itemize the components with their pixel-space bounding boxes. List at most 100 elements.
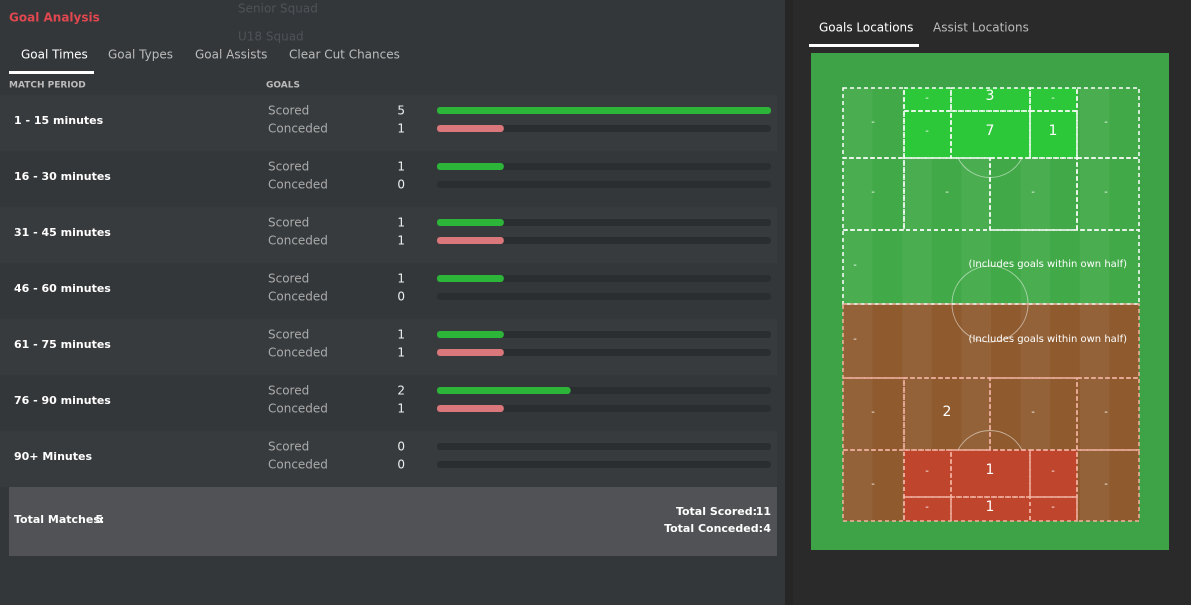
- title: Goal Analysis: [9, 11, 100, 25]
- zone-count: -: [1051, 93, 1055, 104]
- zone-border: [842, 449, 905, 522]
- zone-count: -: [925, 466, 929, 477]
- goal-count: 1: [397, 402, 405, 416]
- period-label: 1 - 15 minutes: [14, 114, 104, 127]
- bar-track: [437, 349, 771, 356]
- zone-count: -: [925, 502, 929, 513]
- zone-count: 7: [986, 123, 995, 139]
- zone-count: -: [871, 187, 875, 198]
- zone-note: (Includes goals within own half): [969, 334, 1128, 345]
- bar-track: [437, 181, 771, 188]
- total-text: 5: [95, 513, 103, 526]
- zone-count: -: [945, 187, 949, 198]
- goal-count: 0: [397, 440, 405, 454]
- zone-border: [950, 87, 1031, 112]
- zone-border: [903, 496, 952, 522]
- totals-box: [9, 486, 777, 556]
- column-header: GOALS: [266, 81, 300, 91]
- goal-count: 1: [397, 234, 405, 248]
- pitch: - - 3 - - 7 1 - - - - - - - - 2 - - - - 1 - - 1 - - (Includes goal…: [842, 87, 1140, 522]
- bar-track: [437, 219, 771, 226]
- tab[interactable]: Goal Types: [108, 48, 173, 62]
- total-text: Total Conceded:: [664, 522, 763, 535]
- zone-count: -: [871, 117, 875, 128]
- zone-border: [1076, 157, 1140, 231]
- row-label: Scored: [268, 384, 309, 398]
- zone-border: [903, 110, 952, 159]
- bar: [437, 349, 504, 356]
- row-label: Scored: [268, 272, 309, 286]
- zone-count: -: [853, 334, 857, 345]
- goal-count: 1: [397, 122, 405, 136]
- zone-count: -: [853, 260, 857, 271]
- zone-count: 3: [986, 88, 995, 104]
- zone-count: -: [871, 407, 875, 418]
- menu-item: Senior Squad: [238, 2, 318, 16]
- zone-count: -: [925, 93, 929, 104]
- total-text: Total Matches:: [14, 513, 104, 526]
- row-label: Conceded: [268, 178, 328, 192]
- bar: [437, 405, 504, 412]
- bar: [437, 107, 771, 114]
- bar-track: [437, 275, 771, 282]
- total-text: 4: [763, 522, 771, 535]
- bar: [437, 331, 504, 338]
- tab[interactable]: Clear Cut Chances: [289, 48, 400, 62]
- hot-zone: [904, 450, 1077, 521]
- period-label: 46 - 60 minutes: [14, 282, 111, 295]
- hot-zone: [904, 88, 1077, 158]
- row-label: Conceded: [268, 458, 328, 472]
- row-bg: [0, 319, 777, 375]
- goal-count: 5: [397, 104, 405, 118]
- bar: [437, 125, 504, 132]
- tab[interactable]: Goal Assists: [195, 48, 267, 62]
- bar-track: [437, 163, 771, 170]
- period-label: 90+ Minutes: [14, 450, 92, 463]
- zone-count: -: [1051, 466, 1055, 477]
- zone-note: (Includes goals within own half): [969, 259, 1128, 270]
- tab[interactable]: Assist Locations: [933, 21, 1029, 35]
- tab-underline: [809, 44, 919, 47]
- tab-underline: [9, 71, 94, 74]
- row-label: Conceded: [268, 234, 328, 248]
- row-label: Conceded: [268, 290, 328, 304]
- bar: [437, 387, 571, 394]
- bar-track: [437, 443, 771, 450]
- row-label: Scored: [268, 216, 309, 230]
- goal-count: 1: [397, 346, 405, 360]
- goal-count: 1: [397, 328, 405, 342]
- zone-border: [1076, 449, 1140, 522]
- zone-count: -: [925, 126, 929, 137]
- row-label: Scored: [268, 440, 309, 454]
- goal-count: 1: [397, 216, 405, 230]
- bar-track: [437, 405, 771, 412]
- bar: [437, 237, 504, 244]
- zone-count: -: [1104, 187, 1108, 198]
- bar-track: [437, 293, 771, 300]
- zone-count: 1: [1049, 123, 1058, 139]
- column-header: MATCH PERIOD: [9, 81, 86, 91]
- menu-item: U18 Squad: [238, 30, 304, 44]
- zone-count: -: [1104, 117, 1108, 128]
- bar-track: [437, 237, 771, 244]
- goal-count: 1: [397, 160, 405, 174]
- tab[interactable]: Goal Times: [21, 48, 88, 62]
- row-label: Conceded: [268, 122, 328, 136]
- row-label: Scored: [268, 104, 309, 118]
- zone-count: -: [1051, 502, 1055, 513]
- goal-count: 0: [397, 178, 405, 192]
- row-label: Conceded: [268, 402, 328, 416]
- d-arc: [957, 429, 1023, 451]
- bar-track: [437, 125, 771, 132]
- zone-count: 2: [943, 404, 952, 420]
- bar-track: [437, 461, 771, 468]
- bar: [437, 219, 504, 226]
- row-label: Conceded: [268, 346, 328, 360]
- bar: [437, 163, 504, 170]
- row-label: Scored: [268, 328, 309, 342]
- zone-count: 1: [986, 462, 995, 478]
- total-text: 11: [756, 505, 771, 518]
- tab[interactable]: Goals Locations: [819, 21, 913, 35]
- zone-count: -: [1104, 407, 1108, 418]
